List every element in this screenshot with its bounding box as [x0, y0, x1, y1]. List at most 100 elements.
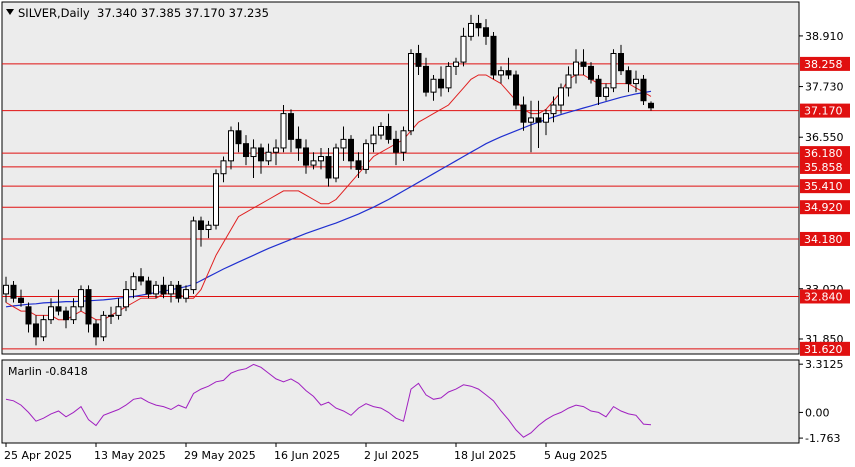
candle-body — [603, 87, 609, 97]
candle-body — [580, 61, 587, 67]
candle-body — [55, 306, 62, 312]
candle-body — [325, 156, 332, 179]
candle-body — [168, 284, 174, 295]
candle-body — [250, 147, 257, 158]
ohlc-values: 37.340 37.385 37.170 37.235 — [97, 6, 269, 20]
level-price-label: 35.858 — [804, 161, 843, 174]
candle-body — [70, 306, 77, 321]
level-price-label: 34.920 — [804, 201, 843, 214]
candle-body — [370, 134, 377, 145]
date-tick-label: 2 Jul 2025 — [364, 449, 419, 462]
candle-body — [85, 289, 92, 325]
marlin-oscillator-line — [5, 363, 652, 438]
candle-body — [108, 314, 114, 317]
candle-body — [333, 147, 339, 179]
candle-body — [513, 74, 519, 106]
candle-body — [430, 78, 437, 93]
candle-body — [175, 284, 182, 299]
candle-body — [400, 130, 407, 153]
oscillator-tick-label: 3.3125 — [805, 358, 844, 371]
candle-body — [3, 284, 9, 295]
oscillator-tick-label: 0.00 — [805, 406, 830, 419]
level-price-tag — [800, 289, 850, 304]
candle-body — [295, 138, 302, 149]
candle-body — [288, 113, 294, 140]
date-tick-label: 16 Jun 2025 — [274, 449, 340, 462]
candle-body — [205, 224, 212, 231]
candle-body — [610, 53, 617, 89]
candle-body — [138, 276, 144, 282]
price-tick-label: 37.730 — [805, 81, 844, 94]
candle-body — [453, 61, 459, 67]
date-axis: 25 Apr 2025 13 May 2025 29 May 2025 16 Jun … — [4, 443, 607, 462]
level-price-label: 32.840 — [804, 290, 843, 303]
level-price-label: 37.170 — [804, 105, 843, 118]
candle-body — [535, 117, 542, 123]
candle-body — [243, 143, 249, 158]
candle-body — [228, 130, 234, 162]
candle-body — [528, 117, 534, 123]
candle-body — [40, 319, 47, 338]
candle-body — [483, 27, 489, 37]
level-price-label: 36.180 — [804, 147, 843, 160]
candle-body — [595, 78, 602, 97]
candle-body — [265, 151, 272, 162]
candle-body — [220, 160, 227, 175]
candle-body — [618, 53, 624, 72]
candle-body — [648, 102, 654, 109]
candle-body — [115, 306, 122, 316]
level-price-label: 35.410 — [804, 180, 843, 193]
candle-body — [145, 280, 152, 295]
candle-body — [153, 284, 159, 295]
candle-body — [550, 104, 557, 115]
date-tick-label: 13 May 2025 — [94, 449, 166, 462]
candle-body — [573, 61, 579, 76]
candle-body — [190, 220, 197, 291]
candle-body — [318, 156, 324, 162]
candle-body — [63, 310, 69, 321]
candle-body — [258, 147, 264, 162]
candle-body — [588, 65, 594, 80]
candle-body — [490, 35, 497, 76]
oscillator-series — [5, 363, 652, 438]
level-price-label: 31.620 — [804, 343, 843, 356]
candle-body — [355, 160, 362, 170]
level-price-tag — [800, 103, 850, 118]
candle-body — [505, 70, 512, 76]
candle-body — [640, 78, 647, 102]
price-plot-area — [1, 1, 800, 355]
date-tick-label: 18 Jul 2025 — [454, 449, 516, 462]
candle-body — [18, 297, 24, 303]
candle-body — [160, 284, 167, 295]
oscillator-tick-label: -1.763 — [805, 432, 840, 445]
candle-body — [468, 22, 474, 37]
candle-body — [415, 53, 422, 67]
candlesticks — [3, 14, 654, 346]
candle-body — [423, 65, 429, 93]
candle-body — [385, 125, 392, 140]
indicator-plot-area — [1, 359, 800, 444]
level-price-tag — [800, 56, 850, 71]
fast-ma-line — [5, 74, 652, 321]
symbol-dropdown-icon[interactable] — [6, 9, 14, 15]
level-price-tag — [800, 200, 850, 215]
candle-body — [633, 78, 639, 85]
candle-body — [393, 138, 399, 153]
level-price-tag — [800, 159, 850, 174]
candle-body — [25, 306, 32, 325]
candle-body — [310, 160, 317, 166]
candle-body — [445, 65, 452, 89]
candle-body — [123, 289, 129, 308]
level-price-label: 38.258 — [804, 58, 843, 71]
candle-body — [183, 289, 189, 299]
candle-body — [475, 22, 482, 29]
candle-body — [93, 323, 99, 338]
candle-body — [100, 314, 107, 338]
oscillator-axis: 3.3125 0.00 -1.763 — [799, 358, 844, 445]
candle-body — [280, 113, 287, 149]
candle-body — [520, 104, 527, 123]
candle-body — [273, 147, 279, 153]
level-price-tag — [800, 341, 850, 356]
candle-body — [10, 284, 17, 299]
